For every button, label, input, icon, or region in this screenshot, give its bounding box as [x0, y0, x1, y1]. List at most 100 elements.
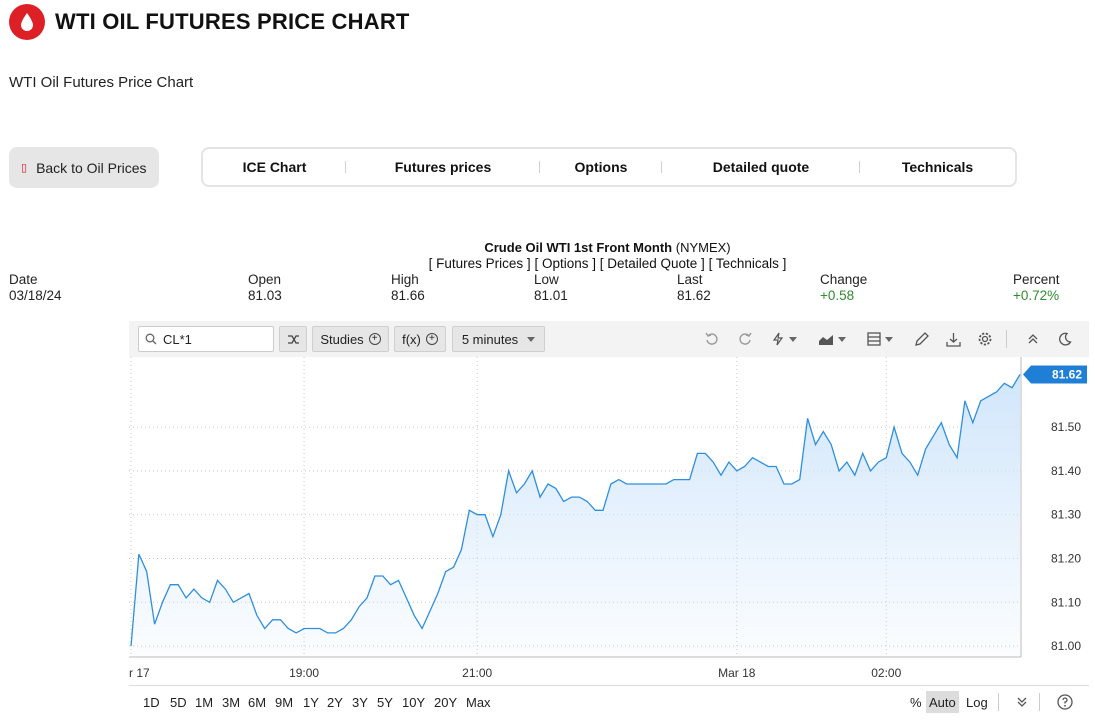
x-tick-label: Mar 18: [718, 666, 756, 680]
link-detailed-quote[interactable]: [ Detailed Quote ]: [599, 256, 705, 271]
y-tick-label: 81.40: [1051, 464, 1081, 478]
y-tick-label: 81.20: [1051, 551, 1081, 565]
stat-low: Low 81.01: [534, 272, 568, 304]
percent-scale-toggle[interactable]: %: [910, 694, 922, 710]
stat-open-label: Open: [248, 272, 282, 287]
chart-tabs: ICE Chart Futures prices Options Detaile…: [201, 147, 1017, 187]
instrument-links: [ Futures Prices ] [ Options ] [ Detaile…: [0, 256, 1095, 271]
page-subtitle: WTI Oil Futures Price Chart: [9, 74, 194, 91]
y-tick-label: 81.50: [1051, 420, 1081, 434]
interval-label: 5 minutes: [461, 331, 519, 347]
fx-button[interactable]: f(x) +: [394, 326, 446, 352]
range-1y[interactable]: 1Y: [303, 695, 319, 710]
collapse-down-icon[interactable]: [1016, 691, 1028, 713]
link-technicals[interactable]: [ Technicals ]: [708, 256, 787, 271]
stat-date-value: 03/18/24: [9, 288, 62, 303]
oil-drop-icon: [9, 4, 45, 40]
range-bar-divider: [998, 693, 999, 711]
dark-mode-icon[interactable]: [1056, 330, 1074, 348]
stat-date-label: Date: [9, 272, 38, 287]
range-bar-divider: [1039, 693, 1040, 711]
plus-circle-icon: +: [368, 333, 381, 345]
gear-icon[interactable]: [976, 330, 994, 348]
y-tick-label: 81.30: [1051, 508, 1081, 522]
toolbar-divider: [1006, 330, 1007, 348]
range-20y[interactable]: 20Y: [434, 695, 458, 710]
log-scale-toggle[interactable]: Log: [966, 694, 988, 710]
stat-high-label: High: [391, 272, 419, 287]
collapse-up-icon[interactable]: [1024, 330, 1042, 348]
stat-percent-value: +0.72%: [1013, 288, 1060, 303]
range-max[interactable]: Max: [466, 695, 491, 710]
tab-futures-prices[interactable]: Futures prices: [346, 149, 540, 185]
stat-open-value: 81.03: [248, 288, 282, 303]
back-icon: ▯: [21, 162, 28, 174]
events-icon[interactable]: [769, 330, 799, 348]
studies-label: Studies: [320, 331, 364, 347]
layout-icon[interactable]: [864, 330, 896, 348]
back-to-oil-prices-button[interactable]: ▯ Back to Oil Prices: [9, 147, 159, 188]
range-5y[interactable]: 5Y: [377, 695, 393, 710]
range-10y[interactable]: 10Y: [402, 695, 426, 710]
chart-type-icon[interactable]: [816, 330, 848, 348]
tab-technicals[interactable]: Technicals: [901, 159, 974, 175]
range-1m[interactable]: 1M: [195, 695, 214, 710]
symbol-search-input[interactable]: CL*1: [138, 326, 274, 352]
range-1d[interactable]: 1D: [143, 695, 160, 710]
range-3m[interactable]: 3M: [222, 695, 241, 710]
studies-button[interactable]: Studies +: [312, 326, 389, 352]
x-tick-label: Mar 17: [129, 666, 150, 680]
tab-detailed-quote[interactable]: Detailed quote: [662, 149, 860, 185]
last-price-label: 81.62: [1052, 368, 1082, 382]
range-5d[interactable]: 5D: [170, 695, 187, 710]
page-title: WTI OIL FUTURES PRICE CHART: [55, 9, 410, 34]
range-6m[interactable]: 6M: [248, 695, 267, 710]
page-header: WTI OIL FUTURES PRICE CHART: [9, 4, 410, 40]
range-bar: 1D 5D 1M 3M 6M 9M 1Y 2Y 3Y 5Y 10Y 20Y Max % Auto Log: [129, 685, 1089, 717]
price-series-line: [130, 374, 1021, 647]
price-area-fill: [131, 374, 1020, 657]
last-price-badge: [1023, 365, 1087, 384]
chart-widget: CL*1 Studies + f(x) + 5 minutes: [112, 321, 1089, 717]
chart-toolbar: CL*1 Studies + f(x) + 5 minutes: [129, 321, 1089, 357]
stat-last-value: 81.62: [677, 288, 711, 303]
range-3y[interactable]: 3Y: [352, 695, 368, 710]
shuffle-icon: [287, 334, 299, 344]
x-tick-label: 19:00: [289, 666, 319, 680]
auto-scale-toggle[interactable]: Auto: [926, 691, 959, 713]
tab-ice-chart[interactable]: ICE Chart: [203, 149, 346, 185]
price-chart-area[interactable]: 81.00 81.10 81.20 81.30 81.40 81.50 Mar 17 19:0…: [112, 357, 1089, 685]
stat-last: Last 81.62: [677, 272, 711, 304]
stat-high-value: 81.66: [391, 288, 425, 303]
plus-circle-icon: +: [425, 333, 438, 345]
price-chart-svg: 81.00 81.10 81.20 81.30 81.40 81.50 Mar 17 19:0…: [112, 357, 1087, 680]
stat-change-label: Change: [820, 272, 868, 287]
back-button-label: Back to Oil Prices: [36, 159, 147, 176]
interval-select[interactable]: 5 minutes: [452, 326, 545, 352]
symbol-value: CL*1: [163, 331, 192, 347]
pencil-icon[interactable]: [912, 330, 930, 348]
x-tick-label: 21:00: [462, 666, 492, 680]
instrument-exchange: (NYMEX): [675, 240, 731, 255]
stat-percent-label: Percent: [1013, 272, 1060, 287]
instrument-title: Crude Oil WTI 1st Front Month (NYMEX): [0, 240, 1095, 255]
tab-options[interactable]: Options: [540, 149, 662, 185]
download-icon[interactable]: [944, 330, 962, 348]
link-options[interactable]: [ Options ]: [534, 256, 596, 271]
stat-percent: Percent +0.72%: [1013, 272, 1060, 304]
undo-icon[interactable]: [703, 330, 721, 348]
stat-change: Change +0.58: [820, 272, 867, 304]
range-9m[interactable]: 9M: [275, 695, 294, 710]
help-icon[interactable]: [1057, 691, 1073, 713]
stat-high: High 81.66: [391, 272, 425, 304]
chevron-down-icon: [527, 336, 536, 342]
fx-label: f(x): [402, 331, 421, 347]
link-futures-prices[interactable]: [ Futures Prices ]: [428, 256, 531, 271]
stat-low-label: Low: [534, 272, 559, 287]
stat-low-value: 81.01: [534, 288, 568, 303]
range-2y[interactable]: 2Y: [327, 695, 343, 710]
search-icon: [145, 333, 157, 345]
y-tick-label: 81.10: [1051, 595, 1081, 609]
compare-button[interactable]: [279, 326, 307, 352]
redo-icon[interactable]: [736, 330, 754, 348]
